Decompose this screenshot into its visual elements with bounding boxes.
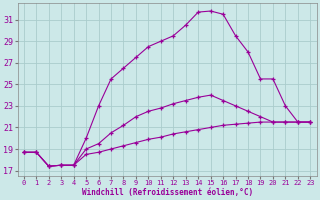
X-axis label: Windchill (Refroidissement éolien,°C): Windchill (Refroidissement éolien,°C) bbox=[82, 188, 253, 197]
